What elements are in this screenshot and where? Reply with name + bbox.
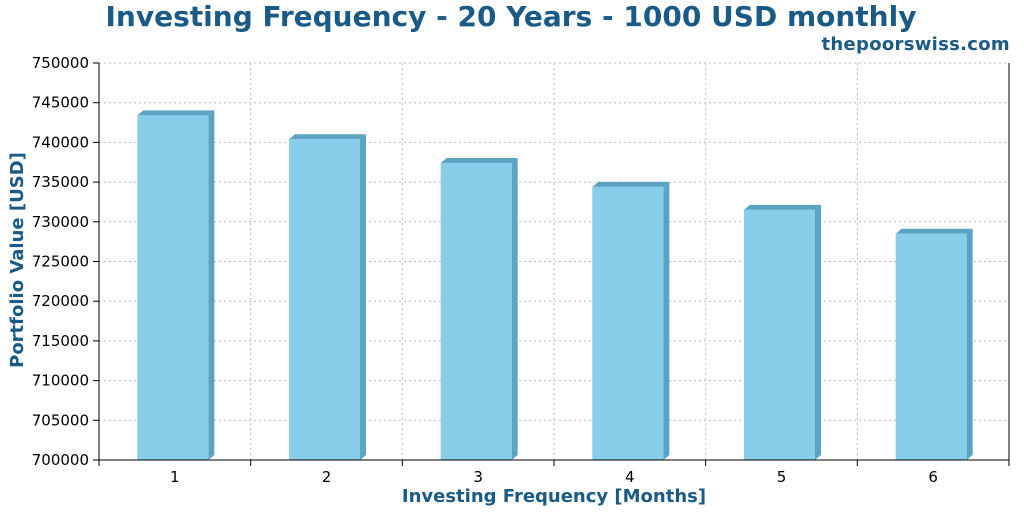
x-tick-label: 2 <box>322 468 332 486</box>
y-tick-label: 700000 <box>32 451 89 469</box>
y-tick-label: 720000 <box>32 292 89 310</box>
bar-front <box>289 139 360 460</box>
x-tick-label: 6 <box>928 468 938 486</box>
bar-top <box>440 158 518 164</box>
gridlines <box>99 62 1009 461</box>
bar-side <box>360 134 366 460</box>
bar-front <box>895 233 967 460</box>
y-tick-label: 730000 <box>32 213 89 231</box>
bar-5 <box>744 204 821 460</box>
y-tick-label: 725000 <box>32 253 89 271</box>
y-tick-label: 745000 <box>32 94 89 112</box>
bar-2 <box>289 134 366 460</box>
y-tick-label: 710000 <box>32 372 89 390</box>
y-axis-title: Portfolio Value [USD] <box>7 152 28 368</box>
bar-side <box>663 181 670 460</box>
y-tick-label: 705000 <box>32 411 89 429</box>
chart-title: Investing Frequency - 20 Years - 1000 US… <box>105 0 917 33</box>
x-axis-title: Investing Frequency [Months] <box>402 486 706 507</box>
x-tick-label: 4 <box>625 468 635 486</box>
x-tick-label: 3 <box>473 468 483 486</box>
bar-4 <box>592 181 670 460</box>
bar-top <box>592 181 670 187</box>
bar-front <box>137 115 209 461</box>
bar-side <box>511 158 518 460</box>
y-tick-label: 715000 <box>32 332 89 350</box>
bar-1 <box>137 110 215 461</box>
source-label: thepoorswiss.com <box>821 34 1010 55</box>
bar-top <box>895 228 973 234</box>
bar-side <box>208 110 215 461</box>
axes: 700000 705000 710000 715000 720000 725000 7300… <box>32 54 1010 486</box>
bar-3 <box>440 158 518 460</box>
bar-top <box>137 110 215 116</box>
bar-front <box>592 186 664 460</box>
bar-side <box>815 204 821 460</box>
bar-top <box>744 204 821 210</box>
bar-side <box>966 228 973 460</box>
bar-top <box>289 134 366 140</box>
bar-front <box>440 163 512 460</box>
bars <box>137 110 973 461</box>
y-tick-label: 735000 <box>32 173 89 191</box>
bar-6 <box>895 228 973 460</box>
bar-front <box>744 209 815 460</box>
y-tick-label: 750000 <box>32 54 89 72</box>
y-tick-label: 740000 <box>32 133 89 151</box>
x-tick-label: 1 <box>170 468 180 486</box>
x-tick-label: 5 <box>777 468 787 486</box>
